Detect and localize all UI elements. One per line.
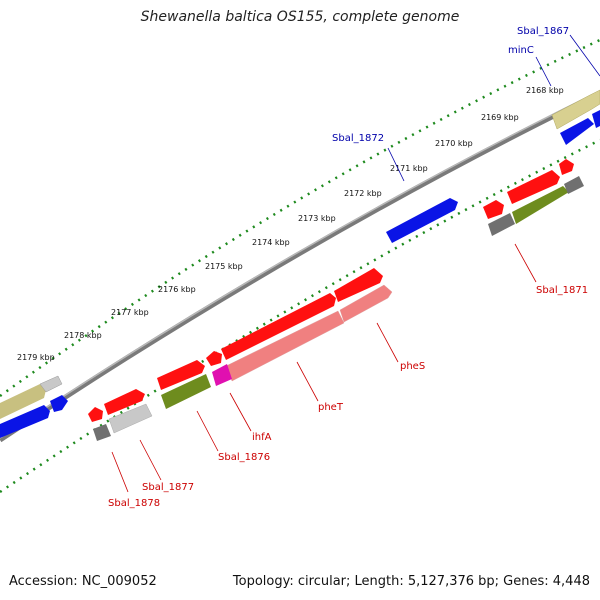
- cds-red-sbal-1871-a[interactable]: [507, 170, 560, 204]
- leader-sbal-1876: [196, 410, 219, 452]
- tick-label-2176: 2176 kbp: [158, 285, 196, 294]
- cds-grey-left[interactable]: [39, 375, 63, 393]
- tick-label-2175: 2175 kbp: [205, 262, 243, 271]
- gene-label-sbal-1872[interactable]: Sbal_1872: [332, 133, 384, 144]
- genome-summary: Topology: circular; Length: 5,127,376 bp…: [232, 574, 590, 589]
- leader-pheS: [376, 322, 399, 363]
- cds-pink-phes[interactable]: [339, 284, 393, 323]
- cds-blue-left-2[interactable]: [50, 395, 68, 412]
- leader-sbal-1867: [569, 34, 600, 77]
- tick-label-2177: 2177 kbp: [111, 308, 149, 317]
- gene-label-minC[interactable]: minC: [508, 45, 534, 56]
- cds-khaki-sbal-1867[interactable]: [551, 89, 600, 130]
- cds-khaki-left[interactable]: [0, 384, 46, 419]
- accession-label: Accession: NC_009052: [9, 574, 157, 589]
- inner-tick-ring: [0, 138, 600, 494]
- leader-pheT: [296, 361, 319, 402]
- cds-olive-sbal-1876[interactable]: [161, 374, 211, 409]
- cds-red-small-ihfa[interactable]: [206, 351, 222, 366]
- tick-label-2168: 2168 kbp: [526, 86, 564, 95]
- cds-red-sbal-1877[interactable]: [104, 389, 145, 415]
- gene-label-ihfA[interactable]: ihfA: [252, 432, 272, 443]
- gene-label-sbal-1867[interactable]: Sbal_1867: [517, 26, 569, 37]
- cds-red-sbal-1878[interactable]: [88, 407, 103, 422]
- cds-red-phet[interactable]: [221, 293, 336, 360]
- cds-red-sbal-1871-b[interactable]: [483, 200, 504, 219]
- tick-label-2170: 2170 kbp: [435, 139, 473, 148]
- map-title: Shewanella baltica OS155, complete genom…: [140, 9, 460, 25]
- tick-label-2169: 2169 kbp: [481, 113, 519, 122]
- cds-blue-top-right-2[interactable]: [592, 110, 600, 128]
- cds-blue-left-1[interactable]: [0, 405, 50, 438]
- cds-grey-sbal-1878[interactable]: [93, 424, 111, 441]
- leader-sbal-1877: [139, 439, 162, 481]
- cds-olive-sbal-1871[interactable]: [512, 186, 569, 224]
- cds-grey-sbal-1871-a[interactable]: [488, 213, 515, 236]
- genome-backbone: [0, 90, 600, 443]
- leader-minC: [535, 56, 552, 87]
- genome-backbone-highlight: [0, 90, 600, 439]
- tick-label-2173: 2173 kbp: [298, 214, 336, 223]
- cds-magenta-ihfa[interactable]: [212, 364, 232, 386]
- cds-blue-top-right[interactable]: [560, 118, 594, 145]
- cds-lightgrey-sbal-1877[interactable]: [108, 403, 153, 434]
- leader-sbal-1878: [111, 451, 129, 493]
- tick-label-2171: 2171 kbp: [390, 164, 428, 173]
- tick-label-2179: 2179 kbp: [17, 353, 55, 362]
- leader-ihfA: [229, 392, 252, 432]
- tick-label-2174: 2174 kbp: [252, 238, 290, 247]
- cds-red-phes[interactable]: [334, 268, 383, 302]
- gene-label-sbal-1876[interactable]: Sbal_1876: [218, 452, 270, 463]
- cds-grey-sbal-1871-b[interactable]: [564, 176, 584, 194]
- tick-label-2178: 2178 kbp: [64, 331, 102, 340]
- leader-sbal-1871: [514, 243, 537, 283]
- gene-label-sbal-1877[interactable]: Sbal_1877: [142, 482, 194, 493]
- cds-red-sbal-1876[interactable]: [157, 360, 205, 390]
- cds-blue-sbal-1872[interactable]: [386, 198, 458, 243]
- gene-label-pheT[interactable]: pheT: [318, 402, 344, 413]
- cds-red-sbal-1871-c[interactable]: [559, 159, 574, 175]
- gene-label-sbal-1871[interactable]: Sbal_1871: [536, 285, 588, 296]
- tick-label-2172: 2172 kbp: [344, 189, 382, 198]
- gene-label-pheS[interactable]: pheS: [400, 361, 425, 372]
- gene-label-sbal-1878[interactable]: Sbal_1878: [108, 498, 160, 509]
- leader-sbal-1872: [387, 147, 405, 182]
